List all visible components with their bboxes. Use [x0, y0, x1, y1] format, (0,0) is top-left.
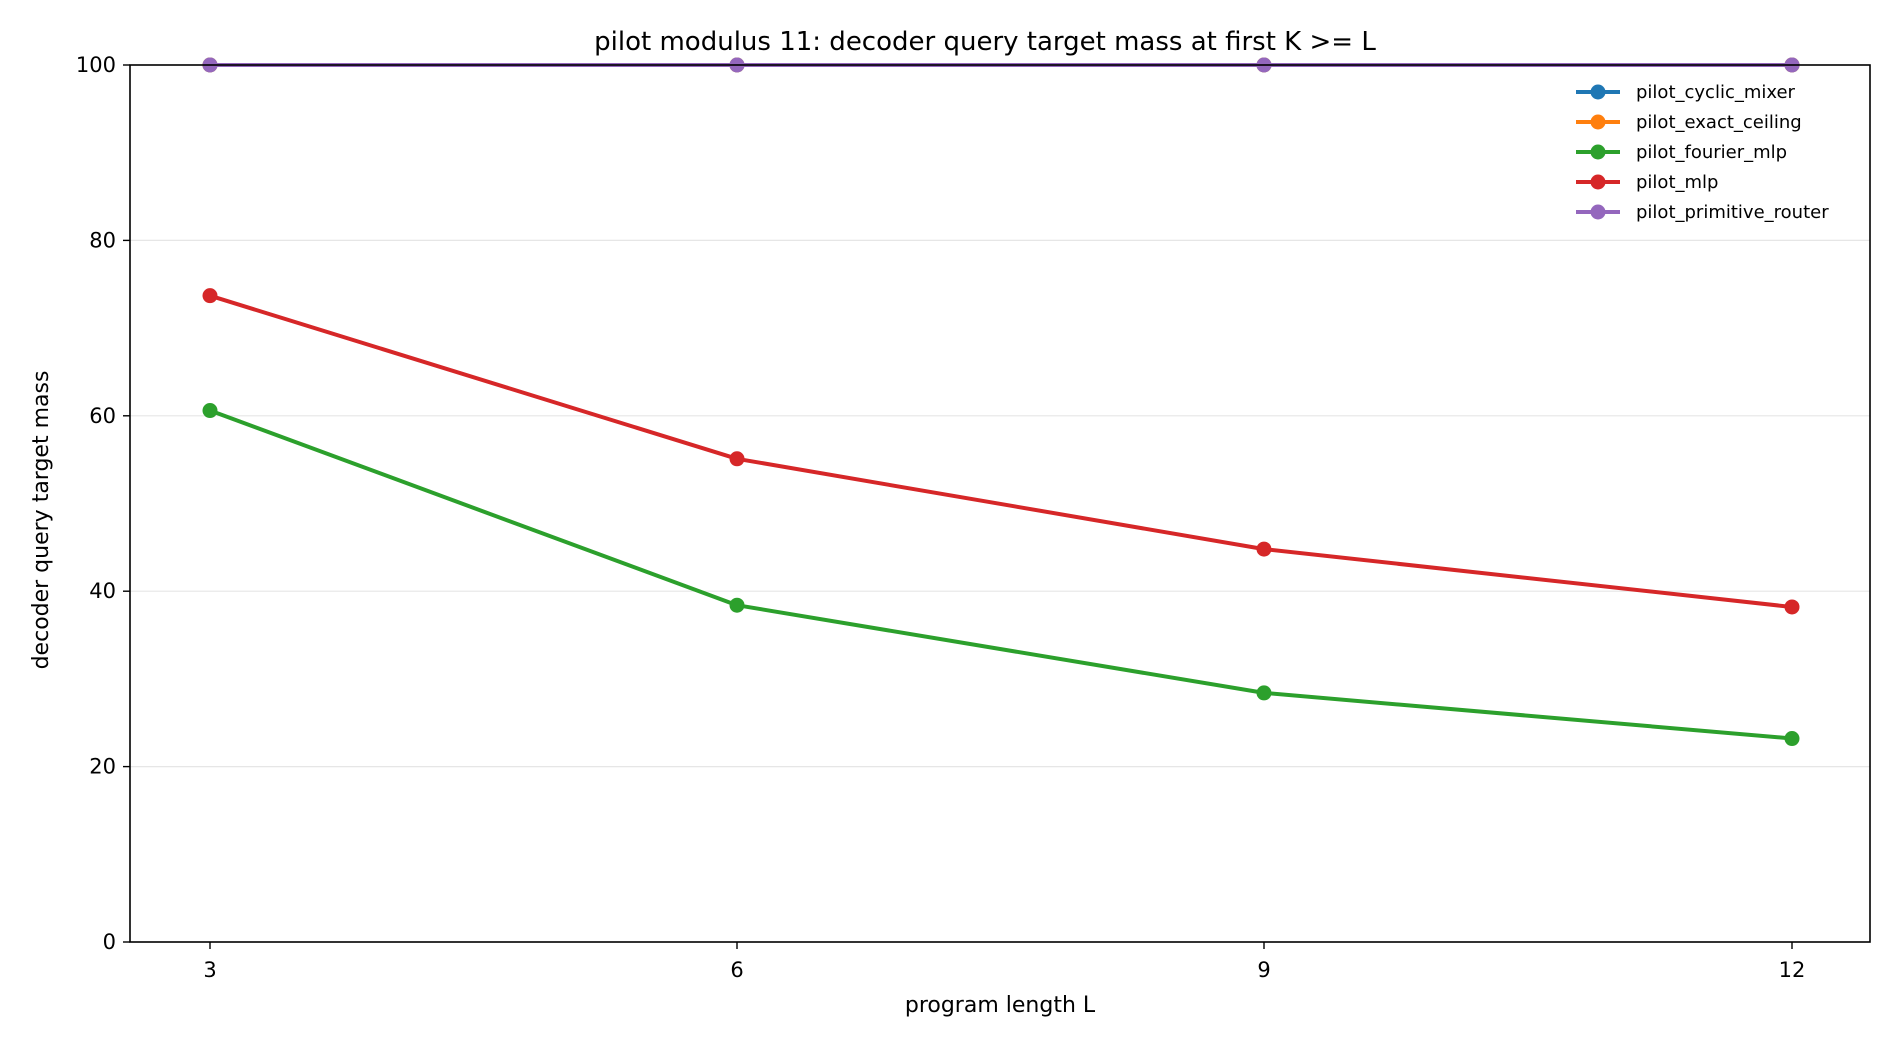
data-point: [1256, 541, 1272, 557]
y-tick-label: 80: [89, 228, 116, 252]
x-tick-label: 3: [203, 958, 216, 982]
y-tick-label: 20: [89, 755, 116, 779]
data-point: [1784, 599, 1800, 615]
y-tick-label: 0: [103, 930, 116, 954]
legend-marker: [1590, 84, 1606, 100]
series-line: [209, 293, 1793, 609]
legend-label: pilot_fourier_mlp: [1636, 142, 1787, 163]
legend-label: pilot_primitive_router: [1636, 202, 1829, 223]
legend-label: pilot_exact_ceiling: [1636, 112, 1802, 133]
series-pilot_fourier_mlp: [202, 403, 1800, 747]
legend-label: pilot_mlp: [1636, 172, 1718, 193]
series-pilot_mlp: [202, 288, 1800, 615]
legend-label: pilot_cyclic_mixer: [1636, 82, 1796, 103]
x-tick-label: 12: [1779, 958, 1806, 982]
plot-area-frame: [129, 64, 1871, 943]
data-point: [1256, 685, 1272, 701]
data-point: [1784, 731, 1800, 747]
data-point: [729, 597, 745, 613]
grid-lines: [130, 239, 1870, 768]
legend-item: pilot_mlp: [1576, 172, 1718, 193]
data-point: [729, 451, 745, 467]
legend-item: pilot_primitive_router: [1576, 202, 1829, 223]
y-tick-label: 60: [89, 404, 116, 428]
x-tick-label: 9: [1257, 958, 1270, 982]
y-axis: 0 20 40 60 80 100: [76, 53, 130, 954]
data-point: [202, 403, 218, 419]
y-tick-label: 40: [89, 579, 116, 603]
legend: pilot_cyclic_mixer pilot_exact_ceilingpil…: [1576, 82, 1829, 223]
x-axis: 3 6 9 12: [203, 942, 1805, 982]
legend-marker: [1590, 114, 1606, 130]
legend-item: pilot_cyclic_mixer: [1576, 82, 1796, 103]
x-axis-label: program length L: [905, 993, 1096, 1018]
legend-item: pilot_exact_ceiling: [1576, 112, 1802, 133]
chart-title: pilot modulus 11: decoder query target m…: [594, 27, 1376, 57]
legend-marker: [1590, 144, 1606, 160]
legend-marker: [1590, 174, 1606, 190]
legend-marker: [1590, 204, 1606, 220]
data-point: [202, 288, 218, 304]
series-line: [209, 408, 1793, 741]
series-layer: [202, 57, 1800, 747]
y-tick-label: 100: [76, 53, 116, 77]
legend-item: pilot_fourier_mlp: [1576, 142, 1787, 163]
x-tick-label: 6: [730, 958, 743, 982]
y-axis-label: decoder query target mass: [29, 371, 54, 670]
